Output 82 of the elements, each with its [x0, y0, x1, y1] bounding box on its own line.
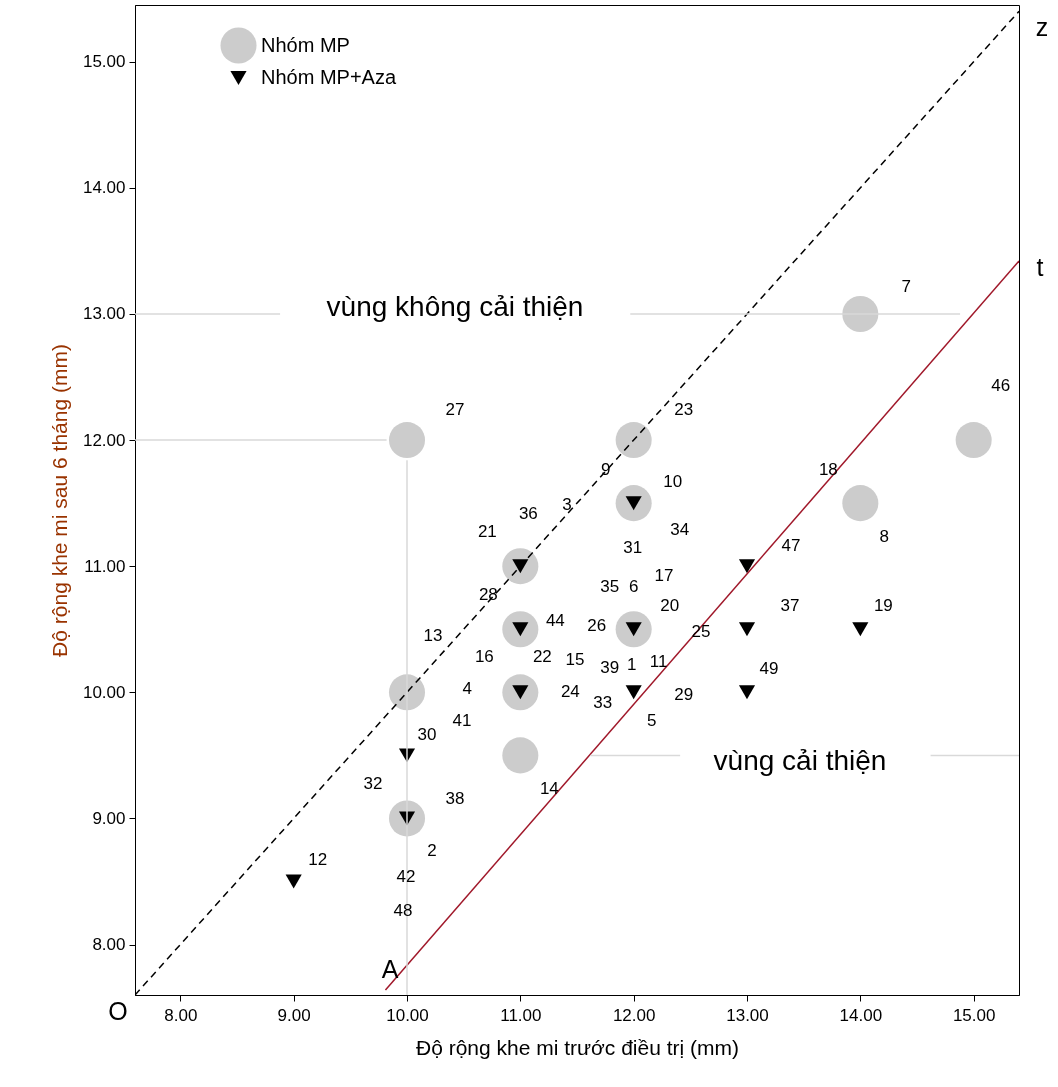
annotation: 32: [363, 774, 383, 794]
point: [738, 559, 756, 574]
annotation: 41: [452, 711, 472, 730]
annotation: 20: [660, 596, 680, 616]
annotation: 16: [474, 647, 494, 667]
x-tick-label: 14.00: [839, 1005, 883, 1025]
annotation: vùng cải thiện: [713, 745, 887, 776]
annotation: 1: [626, 655, 637, 675]
point: [502, 737, 539, 774]
point: [738, 685, 756, 700]
annotation: 42: [396, 867, 416, 887]
x-tick-label: 10.00: [386, 1005, 429, 1025]
annotation: 8: [879, 527, 890, 547]
point: [615, 422, 652, 459]
x-tick-label: 13.00: [726, 1005, 769, 1025]
y-tick-label: 15.00: [82, 52, 126, 72]
annotation: 44: [545, 611, 565, 631]
annotation: 11: [649, 652, 668, 672]
point: [842, 485, 879, 522]
y-tick-label: 13.00: [82, 304, 126, 324]
annotation: 7: [901, 276, 912, 296]
text: O: [108, 997, 128, 1025]
annotation: 48: [393, 901, 413, 920]
annotation: 46: [991, 376, 1011, 396]
annotation: 22: [532, 647, 552, 667]
annotation: 30: [417, 725, 437, 745]
annotation: 39: [600, 658, 620, 678]
annotation: 12: [308, 850, 328, 870]
legend-label: Nhóm MP+Aza: [261, 66, 397, 88]
x-tick-label: 11.00: [500, 1005, 542, 1025]
point: [285, 874, 302, 889]
annotation: 49: [759, 659, 779, 679]
annotation: 21: [477, 522, 497, 542]
annotation: 38: [445, 789, 465, 809]
x-axis-title: Độ rộng khe mi trước điều trị (mm): [415, 1035, 740, 1059]
text: t: [1036, 253, 1044, 281]
annotation: 27: [445, 400, 465, 420]
point: [842, 295, 879, 332]
annotation: 24: [560, 682, 580, 702]
annotation: A: [381, 955, 399, 983]
legend-label: Nhóm MP: [261, 33, 350, 56]
point: [388, 422, 426, 459]
point: [738, 622, 756, 637]
x-tick-label: 8.00: [164, 1005, 198, 1025]
point: [852, 622, 869, 637]
annotation: vùng không cải thiện: [326, 291, 584, 322]
annotation: 15: [565, 650, 585, 669]
annotation: 28: [478, 585, 498, 605]
annotation: 14: [539, 779, 559, 799]
annotation: 36: [518, 504, 538, 524]
annotation: 4: [462, 679, 473, 699]
annotation: 26: [587, 616, 607, 636]
annotation: 10: [663, 472, 683, 492]
annotation: 13: [423, 626, 443, 646]
annotation: 19: [873, 596, 893, 616]
annotation: 23: [674, 400, 694, 420]
annotation: 2: [427, 841, 437, 861]
x-tick-label: 15.00: [952, 1005, 996, 1025]
annotation: 29: [674, 685, 694, 705]
annotation: 3: [562, 495, 572, 514]
y-tick-label: 14.00: [82, 178, 126, 198]
annotation: 47: [781, 536, 801, 556]
y-tick-label: 8.00: [92, 935, 126, 955]
annotation: 34: [670, 520, 690, 540]
annotation: 33: [593, 693, 613, 713]
x-tick-label: 12.00: [612, 1005, 656, 1025]
y-axis-title: Độ rộng khe mi sau 6 tháng (mm): [47, 344, 71, 657]
y-tick-label: 12.00: [82, 430, 126, 450]
x-tick-label: 9.00: [277, 1005, 311, 1025]
annotation: 37: [780, 596, 800, 616]
annotation: 6: [628, 577, 639, 597]
point: [625, 685, 642, 700]
text: z: [1035, 13, 1049, 41]
y-tick-label: 9.00: [92, 808, 126, 828]
y-tick-label: 11.00: [84, 556, 126, 576]
annotation: 18: [818, 460, 838, 480]
point: [955, 422, 992, 459]
annotation: 5: [646, 711, 657, 731]
y-tick-label: 10.00: [82, 682, 126, 702]
annotation: 31: [623, 538, 643, 558]
annotation: 17: [654, 566, 674, 585]
annotation: 35: [600, 577, 620, 597]
